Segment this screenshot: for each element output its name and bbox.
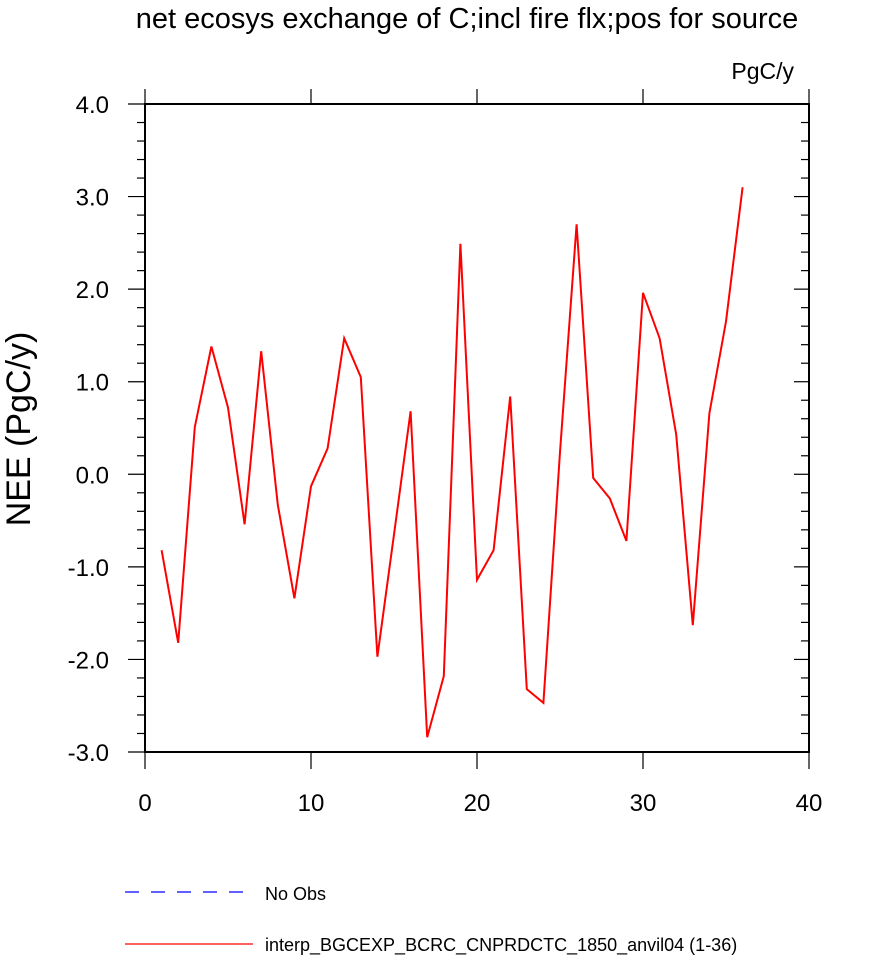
y-tick-label: 0.0 [76,462,109,489]
x-tick-label: 40 [796,790,823,817]
series-layer [160,187,744,738]
chart-title: net ecosys exchange of C;incl fire flx;p… [136,3,798,35]
legend: No Obs interp_BGCEXP_BCRC_CNPRDCTC_1850_… [125,884,737,956]
y-tick-label: -3.0 [68,740,109,767]
plot-frame [144,103,810,753]
legend-label-model: interp_BGCEXP_BCRC_CNPRDCTC_1850_anvil04… [265,935,737,956]
x-tick-label: 20 [464,790,491,817]
y-tick-label: 2.0 [76,277,109,304]
legend-label-no-obs: No Obs [265,884,326,904]
series-line [160,187,744,738]
x-tick-label: 0 [138,790,151,817]
y-tick-label: -2.0 [68,647,109,674]
y-axis-label: NEE (PgC/y) [0,332,38,527]
y-tick-label: 1.0 [76,370,109,397]
y-tick-label: 3.0 [76,185,109,212]
x-tick-label: 10 [298,790,325,817]
x-tick-label: 30 [630,790,657,817]
units-label: PgC/y [731,58,794,84]
axis-tick-labels: 0 10 20 30 40 -3.0 -2.0 -1.0 0.0 1.0 2.0 3.0 4.0 [68,92,823,817]
y-tick-label: -1.0 [68,555,109,582]
y-tick-label: 4.0 [76,92,109,119]
